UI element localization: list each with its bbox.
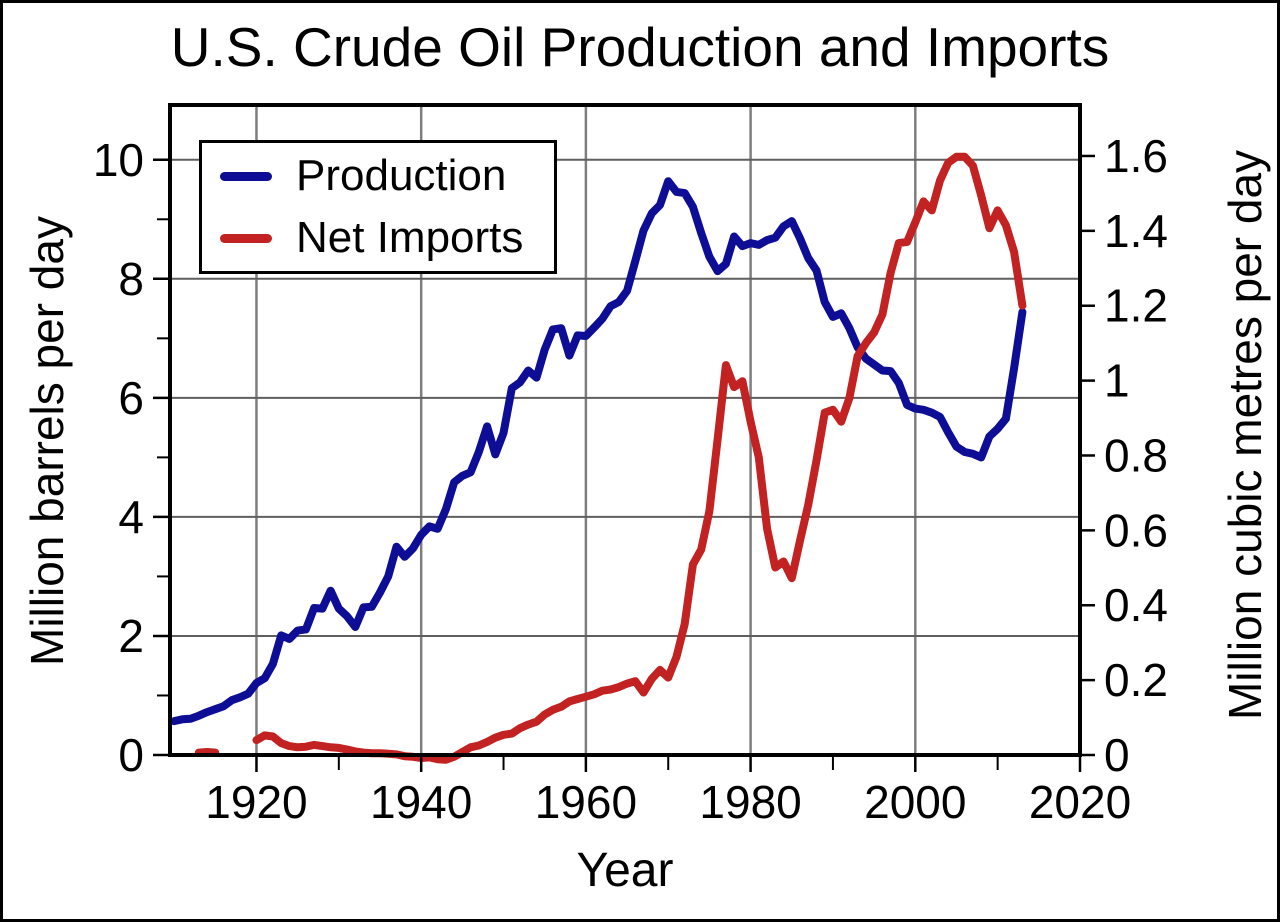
- y-left-tick-label: 8: [118, 253, 144, 305]
- plot-border: [168, 103, 1082, 757]
- x-tick-label: 1940: [370, 776, 472, 828]
- y-right-tick-label: 0: [1104, 729, 1130, 781]
- y-left-tick-label: 4: [118, 491, 144, 543]
- y-right-tick-label: 1.6: [1104, 130, 1168, 182]
- y-right-tick-label: 1: [1104, 355, 1130, 407]
- legend-label-production: Production: [296, 151, 507, 200]
- net-imports-line-swatch: [220, 233, 272, 243]
- y-right-tick-label: 1.4: [1104, 205, 1168, 257]
- y-axis-label-left: Million barrels per day: [21, 216, 73, 666]
- y-right-tick-label: 0.8: [1104, 429, 1168, 481]
- production-line: [170, 177, 1027, 726]
- page-title: U.S. Crude Oil Production and Imports: [170, 16, 1110, 78]
- x-axis-label: Year: [576, 844, 674, 897]
- legend-label-net-imports: Net Imports: [296, 213, 524, 262]
- y-axis-label-right: Million cubic metres per day: [1219, 149, 1271, 721]
- production-line-swatch: [220, 171, 272, 181]
- y-left-tick-label: 6: [118, 372, 144, 424]
- legend-entry-net-imports: Net Imports: [202, 213, 554, 263]
- legend-entry-production: Production: [202, 151, 554, 201]
- y-left-tick-label: 2: [118, 610, 144, 662]
- y-right-tick-label: 0.2: [1104, 654, 1168, 706]
- y-left-tick-label: 0: [118, 729, 144, 781]
- x-tick-label: 2020: [1029, 776, 1131, 828]
- y-right-tick-label: 0.4: [1104, 579, 1168, 631]
- y-right-tick-label: 0.6: [1104, 504, 1168, 556]
- y-right-tick-label: 1.2: [1104, 280, 1168, 332]
- chart-plot-area: 1920 1940 1960 1980 2000 2020024681000.20.40.…: [93, 103, 1168, 828]
- x-tick-label: 2000: [864, 776, 966, 828]
- legend: Production Net Imports: [199, 140, 557, 274]
- x-tick-label: 1980: [699, 776, 801, 828]
- y-left-tick-label: 10: [93, 134, 144, 186]
- x-tick-label: 1960: [535, 776, 637, 828]
- x-tick-label: 1920: [205, 776, 307, 828]
